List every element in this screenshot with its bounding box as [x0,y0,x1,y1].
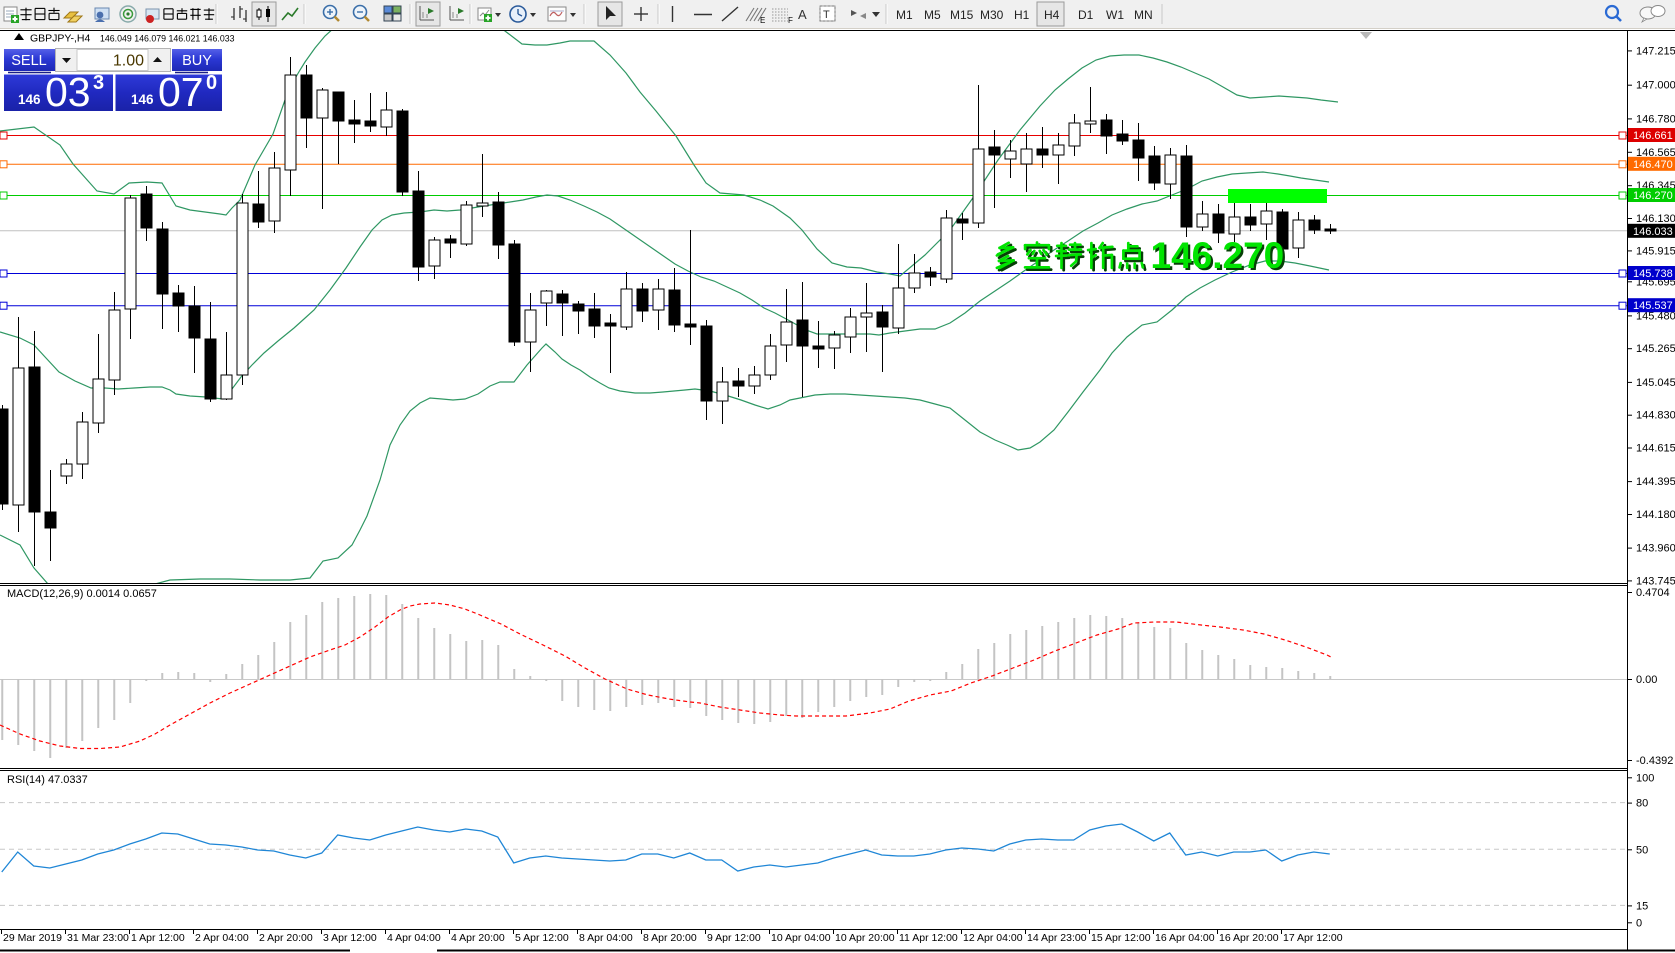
svg-text:146.130: 146.130 [1636,213,1675,225]
svg-text:8 Apr 20:00: 8 Apr 20:00 [643,932,697,944]
svg-text:5 Apr 12:00: 5 Apr 12:00 [515,932,569,944]
svg-text:146: 146 [131,92,154,107]
svg-text:143.745: 143.745 [1636,575,1675,587]
svg-text:146.270: 146.270 [1151,235,1285,276]
svg-text:147.000: 147.000 [1636,80,1675,92]
svg-text:3 Apr 12:00: 3 Apr 12:00 [323,932,377,944]
svg-text:0.00: 0.00 [1636,674,1657,686]
svg-text:146.565: 146.565 [1636,147,1675,159]
svg-text:M5: M5 [924,8,941,22]
svg-text:E: E [760,16,765,25]
svg-text:15 Apr 12:00: 15 Apr 12:00 [1091,932,1151,944]
svg-text:17 Apr 12:00: 17 Apr 12:00 [1283,932,1343,944]
svg-text:M30: M30 [980,8,1004,22]
svg-text:147.215: 147.215 [1636,45,1675,57]
svg-text:80: 80 [1636,798,1648,810]
svg-text:15: 15 [1636,900,1648,912]
svg-text:146.270: 146.270 [1633,190,1673,202]
svg-text:GBPJPY-,H4: GBPJPY-,H4 [30,33,90,45]
svg-text:143.960: 143.960 [1636,543,1675,555]
svg-text:9 Apr 12:00: 9 Apr 12:00 [707,932,761,944]
svg-text:8 Apr 04:00: 8 Apr 04:00 [579,932,633,944]
svg-text:16 Apr 04:00: 16 Apr 04:00 [1155,932,1215,944]
svg-text:144.395: 144.395 [1636,476,1675,488]
svg-text:10 Apr 20:00: 10 Apr 20:00 [835,932,895,944]
svg-text:145.738: 145.738 [1633,268,1673,280]
svg-text:146.780: 146.780 [1636,113,1675,125]
svg-text:T: T [823,9,830,21]
svg-text:146: 146 [18,92,41,107]
svg-text:100: 100 [1636,772,1654,784]
svg-text:146.470: 146.470 [1633,159,1673,171]
svg-text:M1: M1 [896,8,913,22]
svg-text:0: 0 [1636,917,1642,929]
svg-text:4 Apr 04:00: 4 Apr 04:00 [387,932,441,944]
svg-text:D1: D1 [1078,8,1094,22]
svg-text:16 Apr 20:00: 16 Apr 20:00 [1219,932,1279,944]
svg-text:145.480: 145.480 [1636,310,1675,322]
svg-text:10 Apr 04:00: 10 Apr 04:00 [771,932,831,944]
svg-text:11 Apr 12:00: 11 Apr 12:00 [899,932,958,944]
svg-text:F: F [788,16,793,25]
svg-text:145.265: 145.265 [1636,343,1675,355]
svg-text:07: 07 [158,69,204,115]
svg-text:146.049 146.079 146.021 146.03: 146.049 146.079 146.021 146.033 [100,34,235,44]
svg-text:A: A [798,7,807,22]
svg-text:144.830: 144.830 [1636,410,1675,422]
svg-text:146.661: 146.661 [1633,130,1673,142]
svg-text:M15: M15 [950,8,974,22]
svg-text:1 Apr 12:00: 1 Apr 12:00 [131,932,185,944]
svg-text:14 Apr 23:00: 14 Apr 23:00 [1027,932,1087,944]
svg-text:1.00: 1.00 [113,53,144,70]
svg-text:3: 3 [93,72,104,94]
svg-text:146.033: 146.033 [1633,226,1673,238]
svg-text:W1: W1 [1106,8,1124,22]
svg-text:144.180: 144.180 [1636,509,1675,521]
svg-text:H4: H4 [1044,8,1060,22]
svg-text:146.270: 146.270 [1153,237,1287,278]
svg-text:0.4704: 0.4704 [1636,587,1670,599]
svg-text:SELL: SELL [11,53,46,69]
svg-text:0: 0 [206,72,217,94]
svg-text:MN: MN [1134,8,1153,22]
svg-text:145.537: 145.537 [1633,300,1673,312]
svg-text:2 Apr 04:00: 2 Apr 04:00 [195,932,249,944]
svg-text:03: 03 [45,69,91,115]
svg-text:BUY: BUY [182,53,212,69]
svg-text:29 Mar 2019: 29 Mar 2019 [3,932,62,944]
svg-text:144.615: 144.615 [1636,443,1675,455]
svg-text:145.045: 145.045 [1636,377,1675,389]
svg-text:RSI(14) 47.0337: RSI(14) 47.0337 [7,774,88,786]
svg-text:4 Apr 20:00: 4 Apr 20:00 [451,932,505,944]
svg-text:MACD(12,26,9) 0.0014 0.0657: MACD(12,26,9) 0.0014 0.0657 [7,588,157,600]
svg-text:12 Apr 04:00: 12 Apr 04:00 [963,932,1023,944]
svg-text:H1: H1 [1014,8,1030,22]
svg-text:31 Mar 23:00: 31 Mar 23:00 [67,932,129,944]
svg-text:145.915: 145.915 [1636,245,1675,257]
svg-text:-0.4392: -0.4392 [1636,755,1673,767]
svg-text:2 Apr 20:00: 2 Apr 20:00 [259,932,313,944]
svg-text:50: 50 [1636,844,1648,856]
